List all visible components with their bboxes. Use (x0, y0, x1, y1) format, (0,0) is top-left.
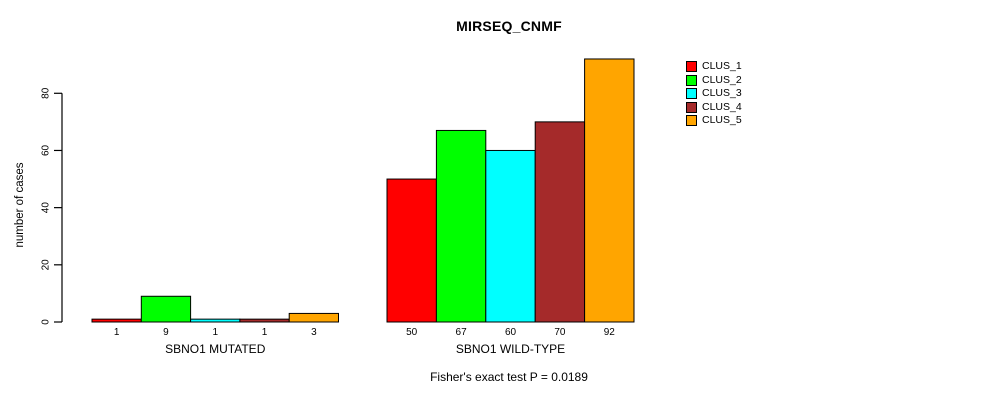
bar-clus_5-1 (584, 58, 635, 323)
legend-swatch-icon (686, 88, 697, 100)
annotation-text: Fisher's exact test P = 0.0189 (430, 370, 588, 384)
legend-item-clus_5: CLUS_5 (686, 114, 742, 128)
legend-swatch-icon (686, 61, 697, 73)
bar-value-label: 50 (406, 327, 418, 338)
legend-item-clus_3: CLUS_3 (686, 87, 742, 101)
bar-clus_1-0 (91, 318, 142, 323)
legend-label: CLUS_1 (702, 60, 742, 72)
legend-item-clus_2: CLUS_2 (686, 74, 742, 88)
legend-label: CLUS_3 (702, 87, 742, 99)
bar-clus_2-1 (435, 129, 487, 323)
legend-item-clus_1: CLUS_1 (686, 60, 742, 74)
legend: CLUS_1 CLUS_2 CLUS_3 CLUS_4 CLUS_5 (686, 60, 742, 128)
bar-clus_3-1 (485, 149, 536, 323)
y-tick-label: 40 (41, 202, 52, 214)
y-tick-label: 80 (41, 87, 52, 99)
chart-title: MIRSEQ_CNMF (456, 18, 562, 34)
bar-clus_5-0 (288, 312, 340, 323)
bar-clus_4-0 (239, 318, 290, 323)
bar-value-label: 60 (505, 327, 517, 338)
legend-label: CLUS_4 (702, 100, 742, 113)
bar-value-label: 9 (163, 327, 169, 338)
legend-label: CLUS_5 (702, 114, 742, 126)
legend-label: CLUS_2 (702, 73, 742, 86)
y-tick-label: 0 (41, 319, 52, 325)
bar-value-label: 1 (212, 327, 218, 338)
x-group-label: SBNO1 MUTATED (165, 342, 266, 356)
bar-value-label: 67 (456, 327, 468, 338)
bar-clus_2-0 (140, 295, 192, 323)
legend-item-clus_4: CLUS_4 (686, 101, 742, 115)
legend-swatch-icon (686, 101, 697, 113)
bar-value-label: 70 (554, 327, 566, 338)
bar-clus_1-1 (386, 178, 437, 323)
x-group-label: SBNO1 WILD-TYPE (456, 342, 565, 356)
y-tick-label: 20 (41, 259, 52, 271)
legend-swatch-icon (686, 115, 697, 127)
legend-swatch-icon (686, 74, 697, 86)
y-tick-label: 60 (41, 144, 52, 156)
bar-value-label: 1 (114, 327, 120, 338)
bar-value-label: 92 (604, 327, 616, 338)
bar-clus_4-1 (534, 121, 586, 323)
bar-value-label: 3 (311, 327, 317, 338)
bar-value-label: 1 (262, 327, 268, 338)
bar-clus_3-0 (190, 318, 241, 323)
